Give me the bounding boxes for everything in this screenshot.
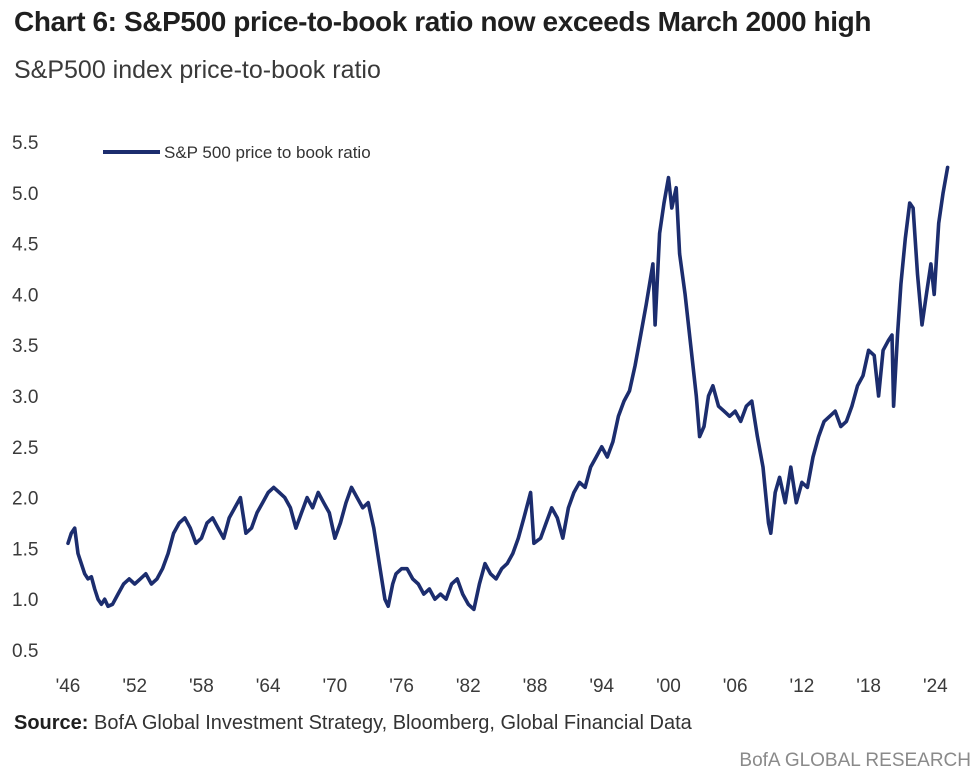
x-tick-label: '18: [856, 676, 881, 697]
chart-title: Chart 6: S&P500 price-to-book ratio now …: [14, 6, 872, 37]
y-tick-label: 3.5: [12, 336, 38, 357]
y-tick-label: 5.0: [12, 184, 38, 205]
x-tick-label: '12: [790, 676, 815, 697]
x-tick-label: '58: [189, 676, 214, 697]
y-tick-label: 2.5: [12, 438, 38, 459]
y-tick-label: 4.0: [12, 285, 38, 306]
brand-label: BofA GLOBAL RESEARCH: [739, 750, 971, 771]
x-tick-label: '00: [656, 676, 681, 697]
y-tick-label: 0.5: [12, 641, 38, 662]
legend-label: S&P 500 price to book ratio: [164, 143, 371, 162]
x-tick-label: '94: [589, 676, 614, 697]
y-tick-label: 2.0: [12, 489, 38, 510]
x-axis: '46 '52 '58 '64 '70 '76 '82 '88 '94 '00 '06 '12 '18 '…: [56, 676, 949, 697]
series-layer: [66, 165, 950, 612]
y-tick-label: 1.5: [12, 539, 38, 560]
x-tick-label: '52: [122, 676, 147, 697]
x-tick-label: '76: [389, 676, 414, 697]
y-tick-label: 3.0: [12, 387, 38, 408]
legend: S&P 500 price to book ratio: [103, 143, 371, 162]
source-label: Source:: [14, 712, 89, 734]
source-note: Source: BofA Global Investment Strategy,…: [14, 712, 692, 735]
x-tick-label: '82: [456, 676, 481, 697]
source-text: BofA Global Investment Strategy, Bloombe…: [94, 712, 692, 734]
series-line-0: [66, 165, 950, 612]
y-tick-label: 1.0: [12, 590, 38, 611]
x-tick-label: '88: [523, 676, 548, 697]
x-tick-label: '06: [723, 676, 748, 697]
chart-subtitle: S&P500 index price-to-book ratio: [14, 56, 381, 84]
x-tick-label: '46: [56, 676, 81, 697]
y-tick-label: 5.5: [12, 133, 38, 154]
x-tick-label: '64: [256, 676, 281, 697]
x-tick-label: '24: [923, 676, 948, 697]
y-axis: 0.5 1.0 1.5 2.0 2.5 3.0 3.5 4.0 4.5 5.0 5.5: [12, 133, 38, 662]
x-tick-label: '70: [322, 676, 347, 697]
y-tick-label: 4.5: [12, 235, 38, 256]
line-chart: 0.5 1.0 1.5 2.0 2.5 3.0 3.5 4.0 4.5 5.0 5.5 '46 '52…: [12, 133, 950, 697]
